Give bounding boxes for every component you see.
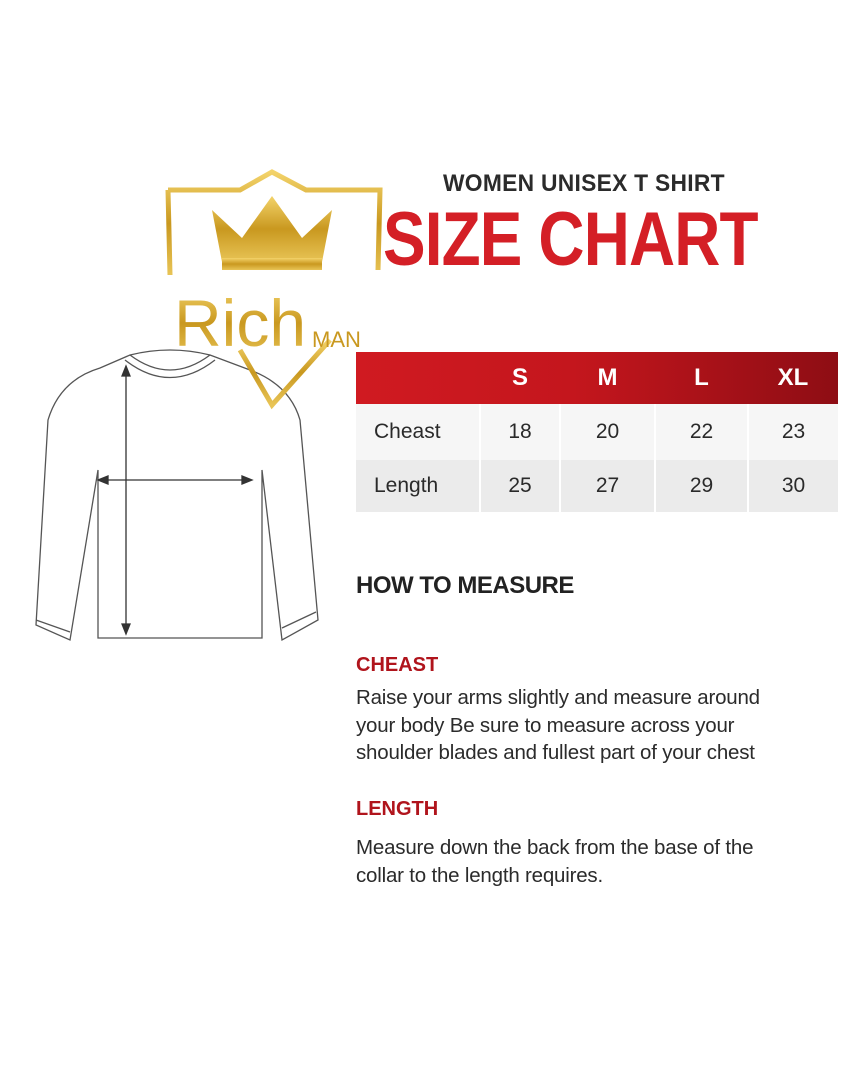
row-label: Cheast [356,404,480,460]
cell: 23 [747,404,838,460]
how-to-measure-heading: HOW TO MEASURE [356,572,574,599]
cell: 20 [559,404,655,460]
tshirt-outline [35,349,319,642]
measure-arrows [96,364,254,636]
logo-text: Rich [174,286,306,360]
cell: 29 [654,460,748,512]
table-header-row: S M L XL [356,352,838,404]
text-line: Measure down the back from the base of t… [356,836,754,859]
cell: 27 [559,460,655,512]
header-cell-m: M [597,364,618,391]
header-cell-xl: XL [777,364,809,391]
text-line: collar to the length requires. [356,863,603,887]
table-row: Cheast 18 20 22 23 [356,404,838,460]
cheast-heading: CHEAST [356,654,439,676]
length-heading: LENGTH [356,798,439,820]
text-line: your body Be sure to measure across your [356,713,735,737]
length-instructions: Measure down the back from the base of t… [356,834,836,889]
text-line: Raise your arms slightly and measure aro… [356,686,760,709]
header-cell-s: S [511,364,528,391]
header-cell-l: L [694,364,709,391]
table-row: Length 25 27 29 30 [356,460,838,512]
text-line: shoulder blades and fullest part of your… [356,741,755,764]
row-label: Length [356,460,480,512]
cell: 22 [654,404,748,460]
cell: 18 [479,404,560,460]
logo-subtext: MAN [312,327,361,352]
cell: 30 [747,460,838,512]
crown-icon [212,196,332,262]
cell: 25 [479,460,560,512]
cheast-instructions: Raise your arms slightly and measure aro… [356,684,836,767]
page-title: SIZE CHART [383,197,758,282]
richman-logo: Rich MAN [165,169,383,410]
subtitle: WOMEN UNISEX T SHIRT [443,170,725,197]
size-table: S M L XL Cheast 18 20 22 23 Length 25 27… [356,352,838,512]
header-cell-blank [356,352,480,404]
